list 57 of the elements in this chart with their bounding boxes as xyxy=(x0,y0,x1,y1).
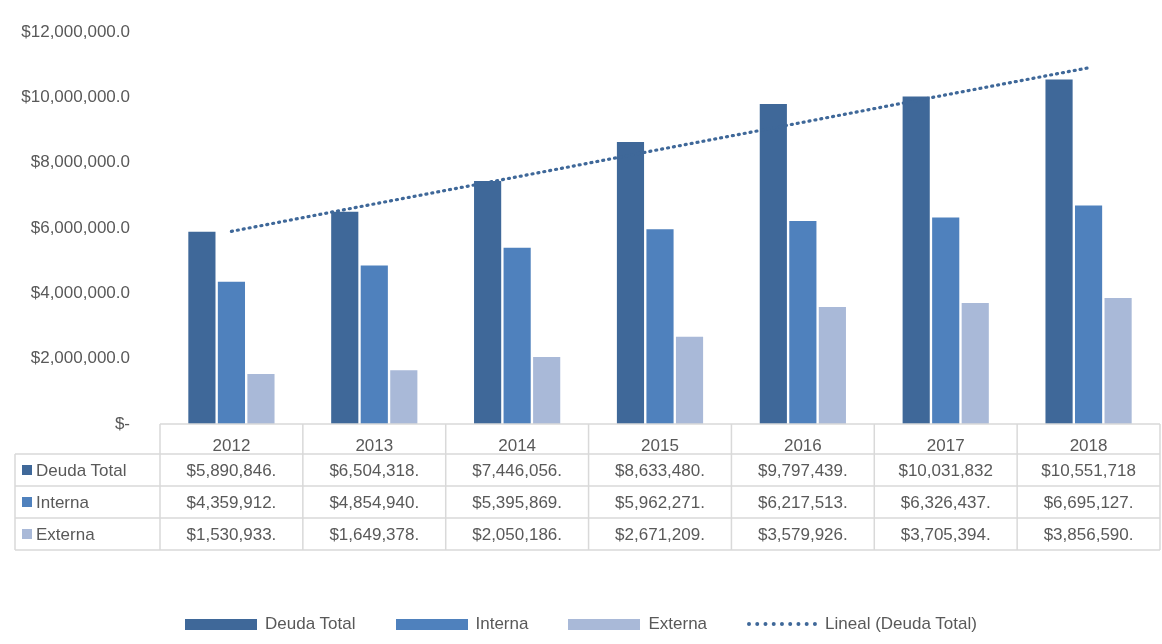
legend-label: Deuda Total xyxy=(36,460,127,480)
data-label: $7,446,056. xyxy=(472,460,563,480)
data-label: $10,551,718 xyxy=(1041,460,1136,480)
bar xyxy=(360,265,388,424)
text: Externa xyxy=(648,614,708,633)
bar xyxy=(1104,298,1132,424)
data-label: $3,856,590. xyxy=(1043,524,1134,544)
data-label: $8,633,480. xyxy=(615,460,705,480)
data-label: $3,579,926. xyxy=(757,524,848,544)
x-tick-label: 2015 xyxy=(641,435,679,455)
bar xyxy=(675,336,704,424)
data-label: $3,705,394. xyxy=(900,524,991,544)
bar xyxy=(932,217,960,424)
legend-label: Interna xyxy=(36,492,90,512)
bar xyxy=(818,307,846,424)
bar xyxy=(188,231,216,424)
x-tick-label: 2012 xyxy=(212,435,251,455)
bar xyxy=(961,303,989,424)
text: Interna xyxy=(475,614,529,633)
data-label: $5,395,869. xyxy=(472,492,563,512)
x-tick-label: 2018 xyxy=(1069,435,1108,455)
data-label: $6,504,318. xyxy=(329,460,420,480)
y-tick-label: $10,000,000.0 xyxy=(21,87,130,107)
y-tick-label: $12,000,000.0 xyxy=(21,21,130,41)
bar xyxy=(503,247,531,424)
x-tick-label: 2013 xyxy=(355,435,394,455)
data-label: $6,326,437. xyxy=(900,492,991,512)
bar xyxy=(533,357,561,424)
data-label: $2,671,209. xyxy=(615,524,705,544)
bar xyxy=(789,221,817,424)
bar xyxy=(390,370,418,424)
x-tick-label: 2016 xyxy=(783,435,822,455)
data-label: $4,854,940. xyxy=(329,492,420,512)
data-label: $10,031,832 xyxy=(898,460,993,480)
y-tick-label: $4,000,000.0 xyxy=(30,283,130,303)
data-label: $5,890,846. xyxy=(186,460,277,480)
data-label: $6,217,513. xyxy=(757,492,848,512)
data-label: $4,359,912. xyxy=(186,492,277,512)
legend-label: Externa xyxy=(36,524,96,544)
bar xyxy=(646,229,674,424)
data-label: $2,050,186. xyxy=(472,524,563,544)
y-tick-label: $2,000,000.0 xyxy=(30,348,130,368)
x-tick-label: 2014 xyxy=(498,435,537,455)
bar xyxy=(247,374,275,424)
data-label: $5,962,271. xyxy=(615,492,705,512)
x-tick-label: 2017 xyxy=(926,435,965,455)
y-tick-label: $6,000,000.0 xyxy=(30,217,130,237)
data-label: $6,695,127. xyxy=(1043,492,1134,512)
text: Deuda Total xyxy=(265,614,356,633)
bar xyxy=(1074,205,1103,424)
bar xyxy=(217,281,246,424)
y-tick-label: $8,000,000.0 xyxy=(30,152,130,172)
data-label: $1,530,933. xyxy=(186,524,277,544)
data-label: $9,797,439. xyxy=(757,460,848,480)
y-tick-label: $- xyxy=(114,413,130,433)
legend-label: Lineal (Deuda Total) xyxy=(825,614,977,634)
data-label: $1,649,378. xyxy=(329,524,420,544)
